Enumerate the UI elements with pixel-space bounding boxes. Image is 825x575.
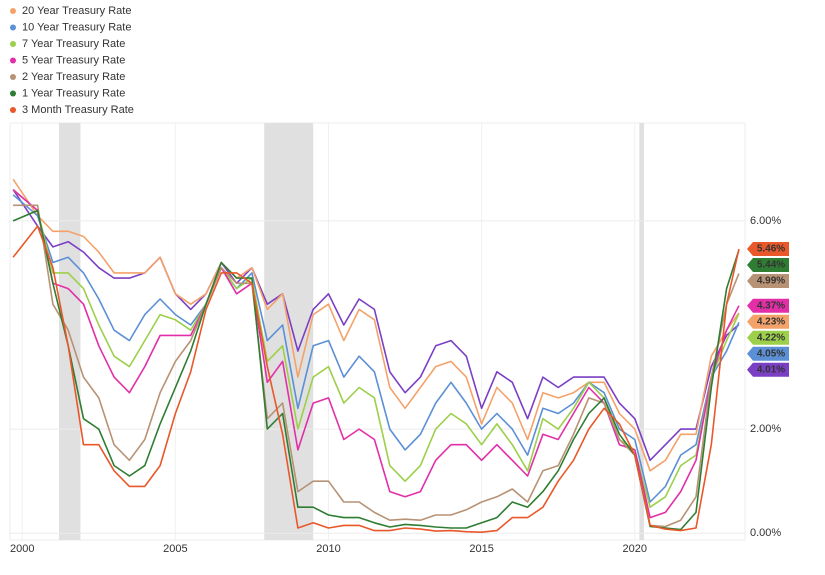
- end-label: 4.99%: [757, 276, 785, 287]
- end-label: 4.05%: [757, 348, 785, 359]
- y-tick-label: 6.00%: [750, 215, 781, 227]
- legend-marker: [10, 24, 16, 31]
- legend-marker: [10, 57, 16, 64]
- legend-label: 7 Year Treasury Rate: [22, 38, 125, 50]
- legend-label: 10 Year Treasury Rate: [22, 21, 131, 33]
- legend-marker: [10, 74, 16, 80]
- end-tag: [747, 362, 789, 377]
- end-tag: [747, 241, 789, 256]
- y-tick-label: 2.00%: [750, 423, 781, 435]
- end-label: 5.46%: [757, 244, 785, 255]
- end-tag: [747, 314, 789, 329]
- series-line: [12, 178, 740, 472]
- x-tick-label: 2010: [316, 543, 340, 555]
- legend-marker: [10, 90, 16, 97]
- legend-label: 5 Year Treasury Rate: [22, 54, 125, 66]
- end-label: 4.22%: [757, 332, 785, 343]
- series-line: [12, 189, 740, 462]
- end-label: 5.44%: [757, 260, 785, 271]
- recession-band: [59, 123, 81, 540]
- end-label: 4.37%: [757, 300, 785, 311]
- end-tag: [747, 273, 789, 288]
- series-line: [13, 204, 740, 528]
- end-tag: [747, 330, 789, 345]
- x-tick-label: 2000: [10, 543, 34, 555]
- legend-label: 3 Month Treasury Rate: [22, 104, 134, 116]
- x-tick-label: 2020: [623, 543, 647, 555]
- y-tick-label: 0.00%: [750, 527, 781, 539]
- recession-band: [639, 123, 644, 540]
- legend-marker: [10, 8, 16, 14]
- end-label: 4.01%: [757, 364, 785, 375]
- legend-label: 20 Year Treasury Rate: [22, 5, 131, 17]
- end-label: 4.23%: [757, 316, 785, 327]
- end-tag: [747, 298, 789, 313]
- x-tick-label: 2005: [163, 543, 187, 555]
- end-tag: [747, 346, 789, 361]
- legend-marker: [10, 41, 16, 47]
- legend-marker: [10, 107, 16, 113]
- series-line: [12, 225, 740, 533]
- end-tag: [747, 257, 789, 272]
- x-tick-label: 2015: [469, 543, 493, 555]
- series-line: [12, 188, 740, 519]
- legend-label: 1 Year Treasury Rate: [22, 87, 125, 99]
- legend-label: 2 Year Treasury Rate: [22, 71, 125, 83]
- series-line: [12, 209, 740, 531]
